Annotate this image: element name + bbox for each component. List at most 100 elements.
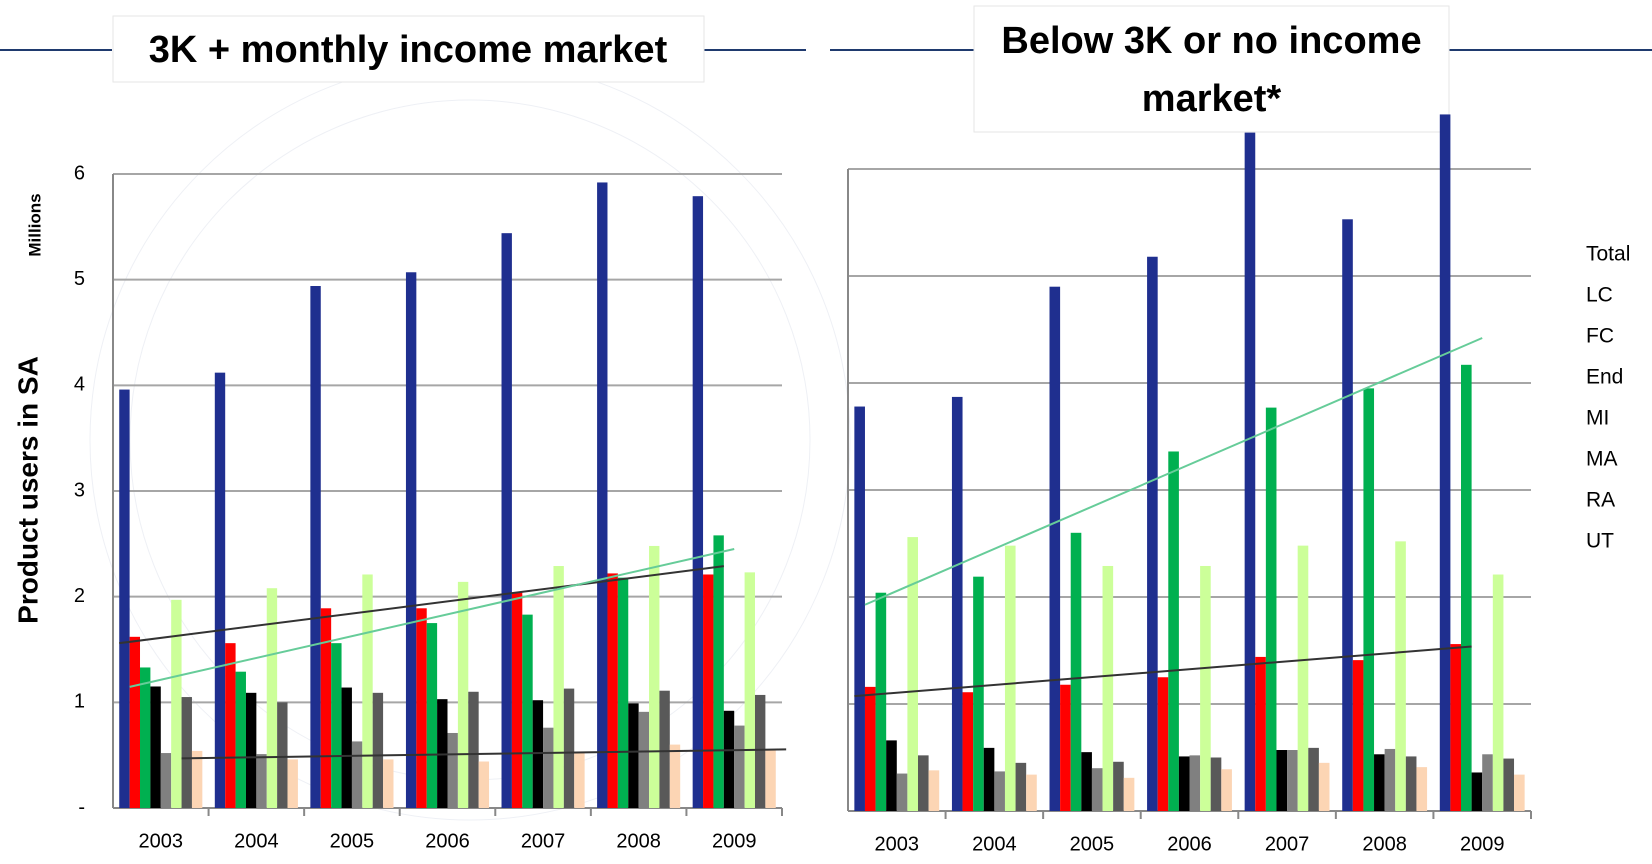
- bar: [1049, 286, 1061, 811]
- y-tick-label: 4: [74, 374, 85, 396]
- bar: [765, 749, 776, 808]
- y-unit: Millions: [25, 193, 44, 256]
- bar: [607, 573, 618, 808]
- bar: [1091, 768, 1103, 811]
- bar: [1374, 754, 1385, 811]
- bar: [235, 671, 246, 808]
- bar: [574, 751, 585, 808]
- bar: [266, 588, 278, 808]
- x-tick-label: 2005: [1070, 833, 1115, 855]
- bar: [468, 691, 479, 808]
- bar: [973, 576, 984, 811]
- bar: [140, 667, 151, 808]
- bar: [703, 574, 714, 808]
- bar: [478, 761, 490, 808]
- bar: [331, 643, 342, 808]
- bar: [426, 623, 438, 808]
- bar: [864, 686, 876, 811]
- x-tick-label: 2008: [616, 830, 661, 852]
- bar: [457, 581, 469, 808]
- bar: [1210, 757, 1222, 811]
- bar: [692, 196, 704, 808]
- bar: [917, 755, 929, 811]
- bar: [532, 700, 544, 808]
- legend-label: MA: [1586, 448, 1618, 471]
- bar: [129, 636, 141, 808]
- bar: [723, 710, 735, 808]
- x-tick-label: 2003: [139, 830, 184, 852]
- bar: [744, 572, 755, 808]
- trendline: [119, 565, 724, 645]
- bar: [875, 592, 887, 811]
- bar: [1276, 750, 1288, 811]
- bar: [617, 577, 629, 808]
- bar: [511, 592, 523, 808]
- y-tick-label: -: [78, 796, 85, 818]
- bar: [928, 770, 940, 811]
- bar: [659, 690, 670, 808]
- bar: [983, 747, 995, 811]
- legend-label: RA: [1586, 489, 1615, 512]
- bar: [1439, 114, 1451, 812]
- bar: [1265, 407, 1277, 811]
- bar: [1255, 656, 1266, 811]
- y-tick-label: 5: [74, 268, 85, 290]
- bar: [341, 687, 352, 808]
- bar: [669, 744, 681, 808]
- bar: [1060, 684, 1071, 811]
- x-tick-label: 2007: [1265, 833, 1310, 855]
- bar: [854, 406, 865, 811]
- trendline: [864, 337, 1483, 606]
- bar: [1405, 756, 1417, 811]
- x-tick-label: 2008: [1362, 833, 1407, 855]
- bar: [416, 608, 427, 808]
- bar: [320, 608, 332, 808]
- bar: [628, 703, 639, 808]
- title-box: [973, 5, 1450, 133]
- bar: [734, 725, 745, 808]
- bar: [1189, 755, 1201, 811]
- bar: [277, 702, 288, 808]
- bar: [553, 566, 564, 808]
- bar: [1363, 388, 1375, 811]
- bar: [1147, 256, 1158, 811]
- bar: [447, 732, 458, 808]
- bar: [1004, 545, 1016, 811]
- bar: [1514, 774, 1525, 811]
- x-tick-label: 2009: [1460, 833, 1505, 855]
- chart-title: Below 3K or no income market*: [1001, 20, 1422, 120]
- x-tick-label: 2007: [521, 830, 566, 852]
- bar: [256, 754, 267, 808]
- bar: [1113, 761, 1124, 811]
- bar: [886, 740, 897, 811]
- bar: [1102, 565, 1114, 811]
- bar: [1395, 541, 1406, 811]
- bar: [171, 599, 182, 808]
- x-tick-label: 2006: [425, 830, 470, 852]
- legend-label: UT: [1586, 530, 1614, 553]
- bar: [1287, 750, 1298, 811]
- bar: [310, 286, 321, 808]
- bar: [951, 396, 963, 811]
- bar: [383, 759, 394, 808]
- x-tick-label: 2003: [875, 833, 920, 855]
- bar: [1384, 748, 1396, 811]
- chart-title: 3K + monthly income market: [149, 29, 668, 71]
- bar: [1123, 777, 1135, 811]
- bar: [1352, 660, 1364, 811]
- bar: [1416, 767, 1428, 811]
- bar: [896, 773, 908, 811]
- x-tick-label: 2004: [234, 830, 279, 852]
- bar: [1221, 769, 1232, 811]
- y-tick-label: 3: [74, 479, 85, 501]
- bar: [522, 614, 533, 808]
- bar: [1168, 451, 1179, 811]
- bar: [1503, 758, 1515, 811]
- bar: [1492, 574, 1504, 811]
- bar: [1461, 364, 1472, 811]
- bar: [1450, 644, 1462, 811]
- bar: [1342, 219, 1353, 812]
- bar: [543, 727, 554, 808]
- bar: [214, 372, 226, 808]
